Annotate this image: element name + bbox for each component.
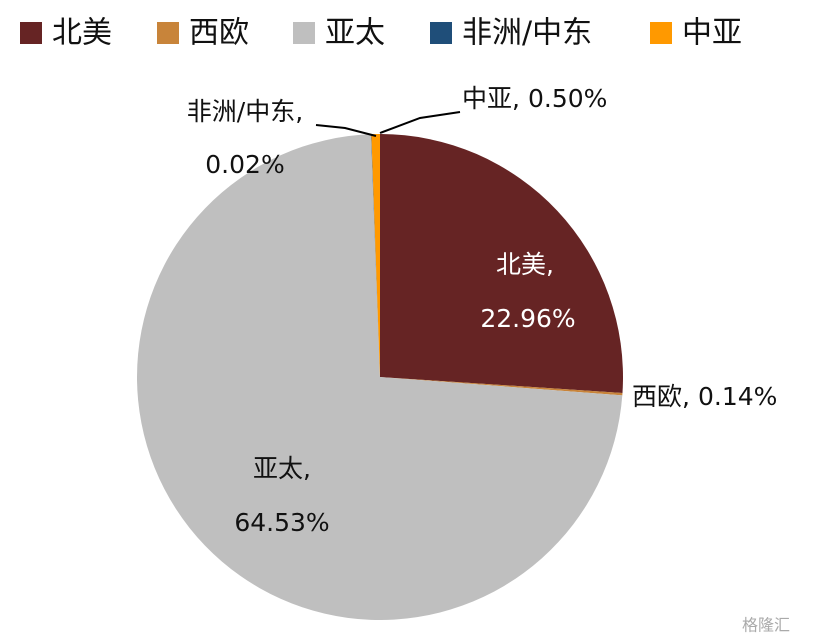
pie-slice (370, 134, 380, 377)
data-label-separator: , (546, 250, 554, 279)
data-label: 北美, (496, 250, 554, 279)
data-label: 中亚, 0.50% (462, 84, 607, 113)
data-label-value: 64.53% (234, 508, 329, 537)
legend-swatch (650, 22, 672, 44)
data-label-value: 0.14% (698, 382, 777, 411)
legend-swatch (20, 22, 42, 44)
data-label-value: 0.02% (205, 150, 284, 179)
pie-slice (371, 134, 380, 377)
legend-swatch (430, 22, 452, 44)
data-label-name: 非洲/中东 (187, 97, 295, 126)
legend-label: 亚太 (325, 16, 385, 51)
legend-label: 北美 (52, 16, 112, 51)
data-label-name: 西欧 (632, 382, 682, 411)
leader-line (379, 111, 461, 134)
data-label-separator: , (303, 454, 311, 483)
legend-label: 非洲/中东 (462, 16, 592, 51)
pie-slice (380, 134, 623, 393)
legend-swatch (157, 22, 179, 44)
data-label: 西欧, 0.14% (632, 382, 777, 411)
data-label-separator: , (295, 97, 303, 126)
data-label-value: 22.96% (480, 304, 575, 333)
watermark: 格隆汇 (742, 616, 790, 635)
legend-label: 西欧 (189, 16, 249, 51)
data-label: 非洲/中东, (187, 97, 303, 126)
data-label-name: 亚太 (253, 454, 303, 483)
legend-swatch (293, 22, 315, 44)
data-label: 亚太, (253, 454, 311, 483)
data-label-separator: , (512, 84, 520, 113)
pie-slice (380, 377, 623, 396)
pie-slice (136, 134, 623, 620)
legend-label: 中亚 (682, 16, 742, 51)
leader-line (315, 124, 377, 137)
data-label-value: 0.50% (528, 84, 607, 113)
data-label-separator: , (682, 382, 690, 411)
data-label-name: 北美 (496, 250, 546, 279)
pie (136, 134, 623, 620)
data-label-name: 中亚 (462, 84, 512, 113)
